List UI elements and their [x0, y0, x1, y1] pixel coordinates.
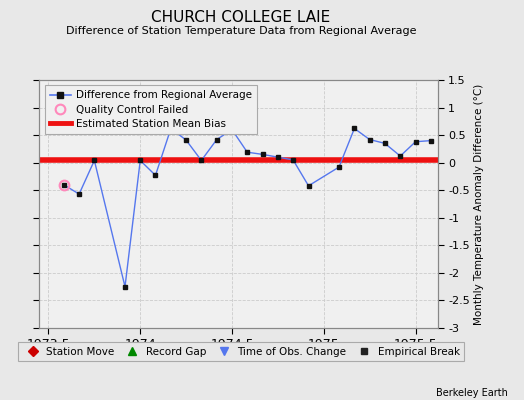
Text: Difference of Station Temperature Data from Regional Average: Difference of Station Temperature Data f…: [66, 26, 416, 36]
Legend: Station Move, Record Gap, Time of Obs. Change, Empirical Break: Station Move, Record Gap, Time of Obs. C…: [18, 342, 464, 361]
Legend: Difference from Regional Average, Quality Control Failed, Estimated Station Mean: Difference from Regional Average, Qualit…: [45, 85, 257, 134]
Text: CHURCH COLLEGE LAIE: CHURCH COLLEGE LAIE: [151, 10, 331, 25]
Y-axis label: Monthly Temperature Anomaly Difference (°C): Monthly Temperature Anomaly Difference (…: [474, 83, 484, 325]
Text: Berkeley Earth: Berkeley Earth: [436, 388, 508, 398]
